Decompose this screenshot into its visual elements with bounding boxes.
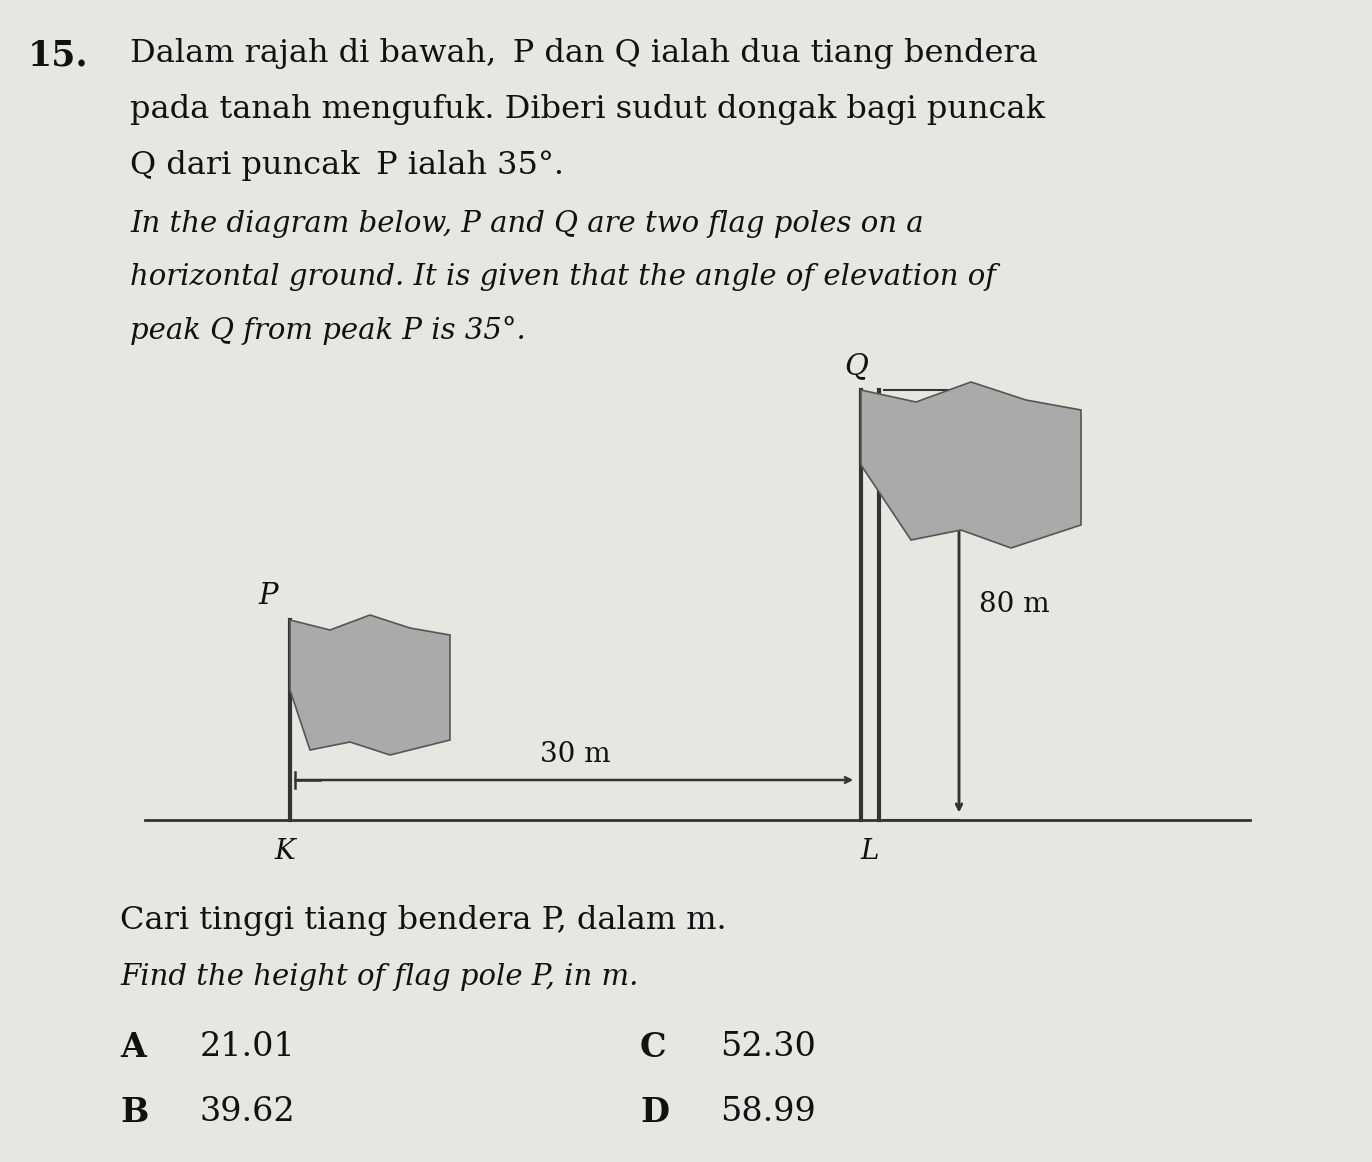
Text: P: P [258, 582, 279, 610]
Text: B: B [119, 1096, 148, 1129]
Text: pada tanah mengufuk. Diberi sudut dongak bagi puncak: pada tanah mengufuk. Diberi sudut dongak… [130, 94, 1045, 125]
Text: peak Q from peak P is 35°.: peak Q from peak P is 35°. [130, 316, 525, 345]
Text: Q dari puncak  P ialah 35°.: Q dari puncak P ialah 35°. [130, 150, 564, 181]
Text: A: A [119, 1031, 145, 1064]
Text: 80 m: 80 m [980, 591, 1050, 618]
Text: 52.30: 52.30 [720, 1031, 816, 1063]
Text: 58.99: 58.99 [720, 1096, 816, 1128]
Text: 21.01: 21.01 [200, 1031, 296, 1063]
Text: D: D [639, 1096, 670, 1129]
Text: Find the height of flag pole P, in m.: Find the height of flag pole P, in m. [119, 963, 638, 991]
Polygon shape [862, 382, 1081, 548]
Text: C: C [639, 1031, 667, 1064]
Text: K: K [274, 838, 295, 865]
Text: horizontal ground. It is given that the angle of elevation of: horizontal ground. It is given that the … [130, 263, 996, 290]
Polygon shape [289, 615, 450, 755]
Text: In the diagram below, P and Q are two flag poles on a: In the diagram below, P and Q are two fl… [130, 210, 923, 238]
Text: 15.: 15. [27, 38, 89, 72]
Text: Cari tinggi tiang bendera P, dalam m.: Cari tinggi tiang bendera P, dalam m. [119, 905, 727, 937]
Text: Dalam rajah di bawah,  P dan Q ialah dua tiang bendera: Dalam rajah di bawah, P dan Q ialah dua … [130, 38, 1037, 69]
Text: Q: Q [844, 352, 868, 380]
Text: 30 m: 30 m [541, 741, 611, 768]
Text: 39.62: 39.62 [200, 1096, 295, 1128]
Text: L: L [860, 838, 879, 865]
